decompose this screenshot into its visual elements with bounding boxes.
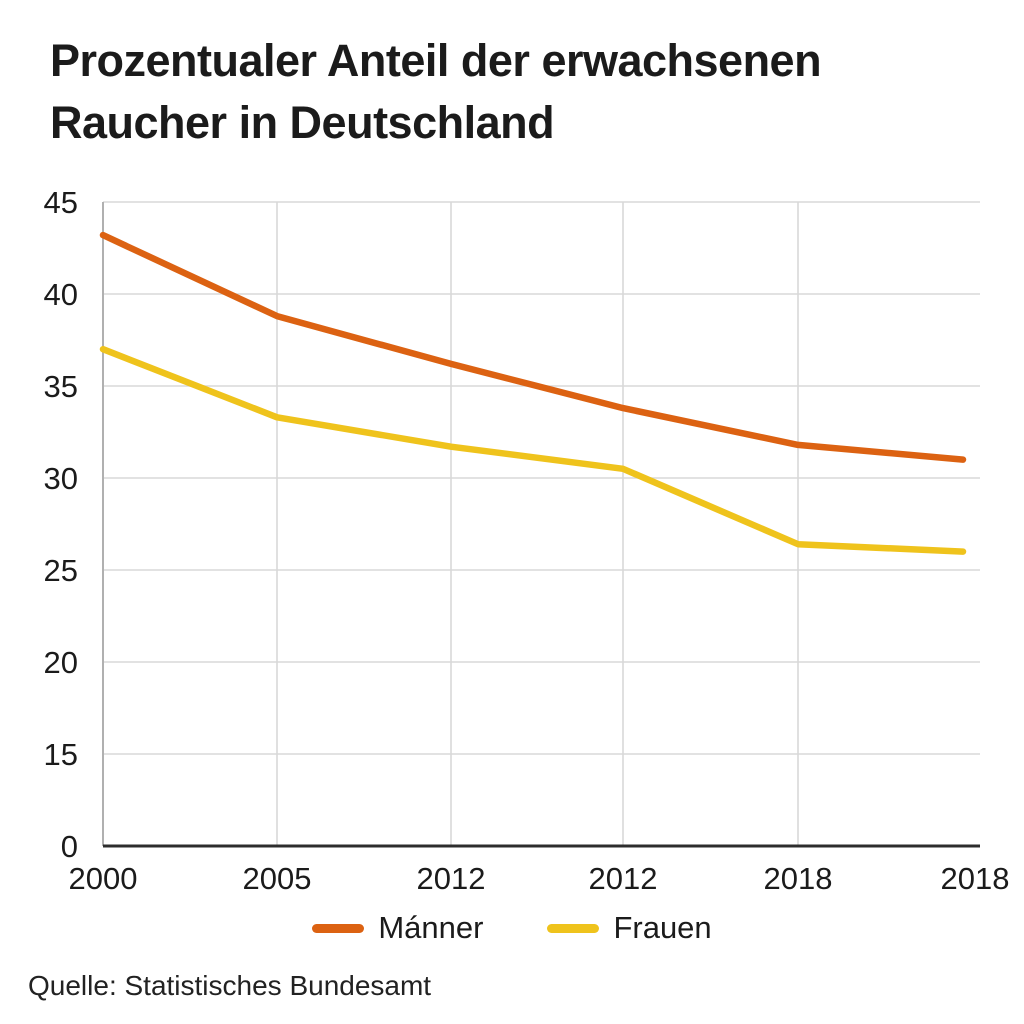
legend-item-frauen: Frauen (547, 910, 712, 946)
x-tick-label: 2012 (417, 861, 486, 896)
legend-label: Frauen (613, 910, 712, 945)
series-line-frauen (99, 345, 967, 555)
legend-swatch-icon (312, 923, 365, 933)
x-tick-label: 2018 (941, 861, 1010, 896)
series-line-maenner (99, 231, 967, 463)
x-tick-label: 2018 (764, 861, 833, 896)
y-tick-label: 30 (44, 461, 78, 496)
legend-swatch-icon (547, 923, 600, 933)
y-tick-label: 45 (44, 185, 78, 220)
chart-title-line1: Prozentualer Anteil der erwachsenen (50, 35, 822, 86)
x-tick-label: 2000 (69, 861, 138, 896)
x-tick-label: 2005 (243, 861, 312, 896)
chart-title-line2: Raucher in Deutschland (50, 97, 555, 149)
legend-label: Mánner (378, 910, 484, 945)
x-tick-label: 2012 (589, 861, 658, 896)
chart-title: Prozentualer Anteil der erwachsenen Rauc… (50, 30, 990, 154)
y-tick-label: 20 (44, 645, 78, 680)
y-tick-label: 40 (44, 277, 78, 312)
source-note: Quelle: Statistisches Bundesamt (28, 970, 432, 1001)
y-tick-label: 25 (44, 553, 78, 588)
legend: Mánner Frauen (0, 910, 1024, 946)
y-tick-label: 15 (44, 737, 78, 772)
y-tick-label: 0 (61, 829, 78, 864)
y-tick-label: 35 (44, 369, 78, 404)
legend-item-maenner: Mánner (312, 910, 483, 946)
